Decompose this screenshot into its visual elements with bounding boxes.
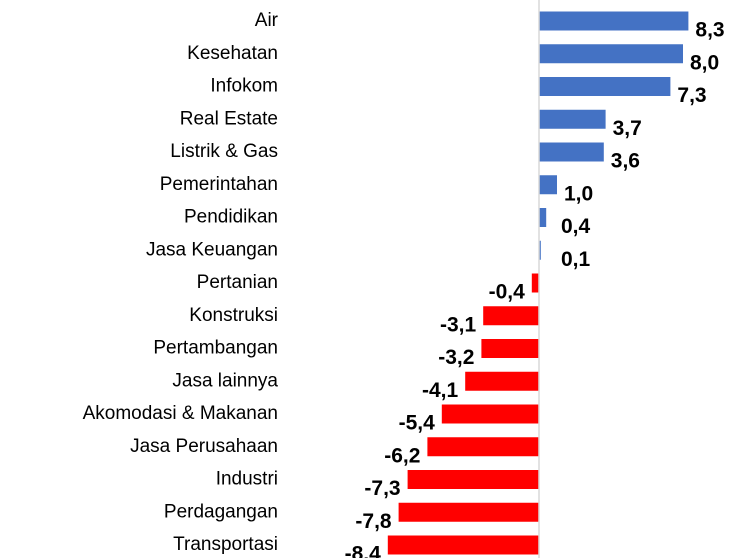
- bar: [539, 240, 541, 260]
- value-label: 3,7: [613, 117, 642, 140]
- bar: [539, 77, 671, 96]
- category-label: Kesehatan: [187, 43, 278, 64]
- value-label: -0,4: [489, 281, 526, 304]
- category-label: Transportasi: [173, 534, 278, 555]
- value-label: -7,3: [364, 477, 400, 500]
- category-label: Jasa Perusahaan: [130, 436, 278, 457]
- category-label: Pertambangan: [153, 338, 278, 359]
- bar: [539, 142, 604, 162]
- bar: [441, 404, 539, 424]
- category-label: Listrik & Gas: [170, 141, 278, 162]
- bar: [407, 470, 539, 489]
- value-label: -8,4: [345, 543, 382, 558]
- bar: [387, 535, 539, 555]
- value-label: -3,1: [440, 313, 477, 336]
- bar: [398, 502, 539, 522]
- bar: [539, 44, 683, 64]
- value-label: 7,3: [677, 84, 706, 107]
- value-label: 0,4: [561, 215, 591, 238]
- bar: [465, 371, 539, 391]
- value-label: 3,6: [611, 150, 640, 173]
- value-label: -3,2: [438, 346, 474, 369]
- category-label: Pertanian: [197, 272, 278, 293]
- bar: [531, 273, 539, 293]
- value-label: -4,1: [422, 379, 459, 402]
- bar: [483, 306, 539, 326]
- category-label: Akomodasi & Makanan: [83, 403, 278, 424]
- bar: [539, 11, 689, 31]
- category-label: Pemerintahan: [160, 174, 278, 195]
- category-label: Industri: [216, 469, 278, 490]
- category-label: Jasa lainnya: [172, 370, 278, 391]
- value-label: 8,3: [695, 19, 724, 42]
- value-label: -7,8: [355, 510, 392, 533]
- bar: [539, 208, 547, 227]
- value-label: 0,1: [561, 248, 591, 271]
- category-label: Konstruksi: [189, 305, 278, 326]
- category-label: Real Estate: [180, 108, 278, 129]
- category-label: Pendidikan: [184, 207, 278, 228]
- value-label: 1,0: [564, 182, 593, 205]
- category-label: Infokom: [210, 76, 278, 97]
- value-label: -6,2: [384, 444, 420, 467]
- bar: [539, 175, 557, 195]
- bar: [427, 437, 539, 457]
- value-label: -5,4: [399, 412, 436, 435]
- category-label: Air: [255, 10, 279, 31]
- value-label: 8,0: [690, 51, 719, 74]
- category-label: Perdagangan: [164, 501, 278, 522]
- bar: [481, 339, 539, 358]
- bar: [539, 109, 606, 129]
- category-label: Jasa Keuangan: [146, 239, 278, 260]
